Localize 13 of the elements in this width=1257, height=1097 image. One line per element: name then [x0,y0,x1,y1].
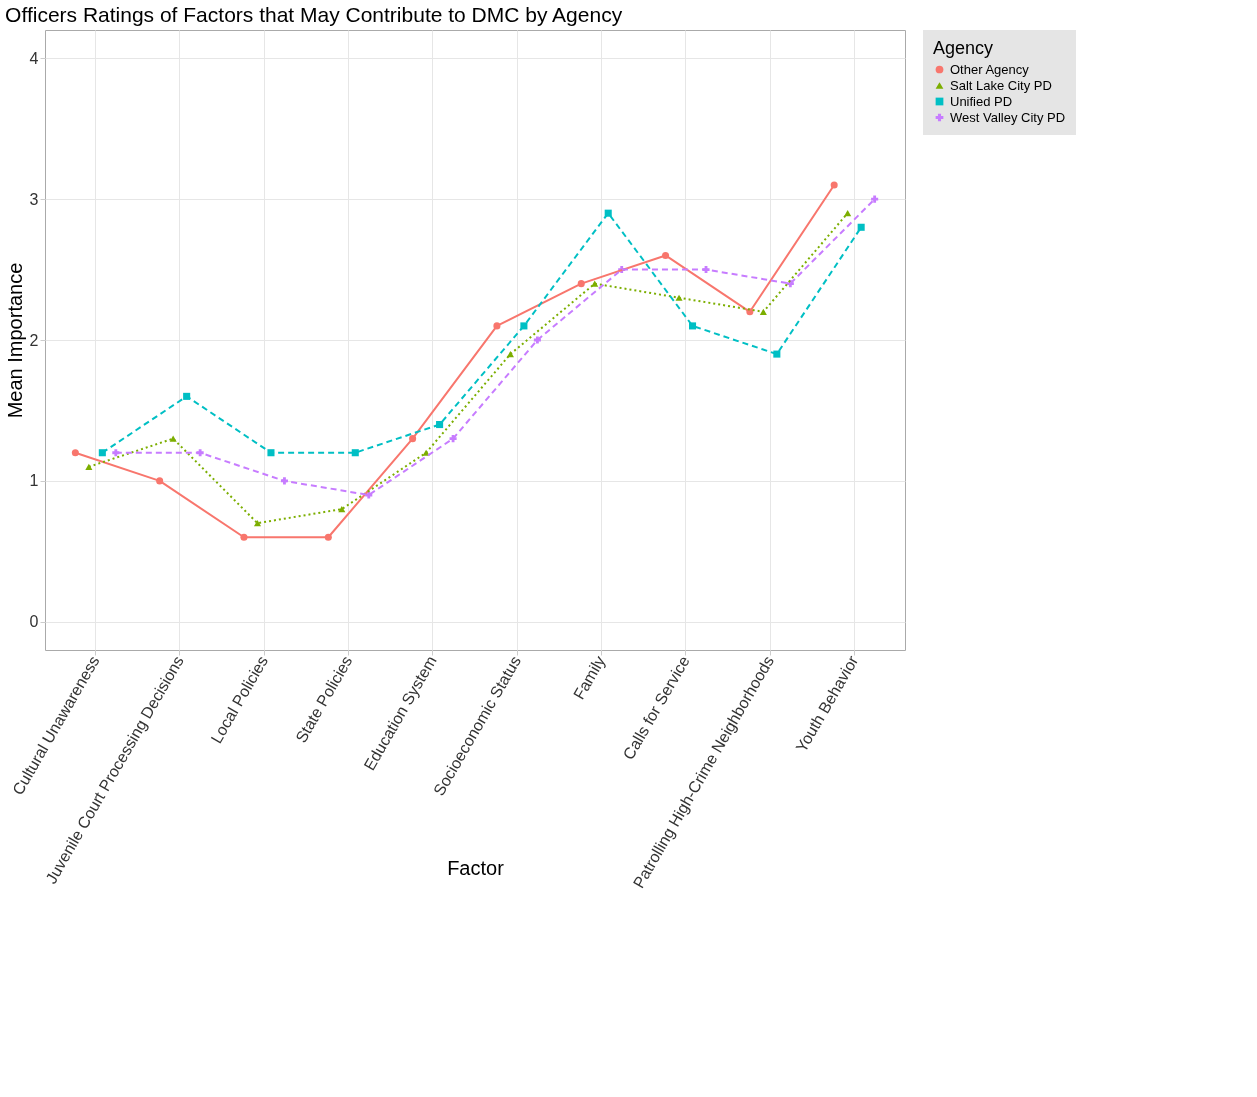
legend-label: West Valley City PD [950,109,1066,125]
y-tick-label: 3 [29,190,39,208]
x-axis-title: Factor [447,856,505,879]
y-tick-label: 2 [29,331,39,349]
y-axis-title: Mean Importance [3,262,26,419]
legend-title: Agency [933,38,994,58]
legend-label: Salt Lake City PD [950,77,1052,93]
legend-label: Unified PD [950,93,1013,109]
y-tick-label: 0 [29,613,39,631]
y-tick-label: 1 [29,472,39,490]
legend-label: Other Agency [950,61,1030,77]
y-tick-label: 4 [29,49,39,67]
chart-title: Officers Ratings of Factors that May Contribute to DMC by Agency [5,3,623,26]
